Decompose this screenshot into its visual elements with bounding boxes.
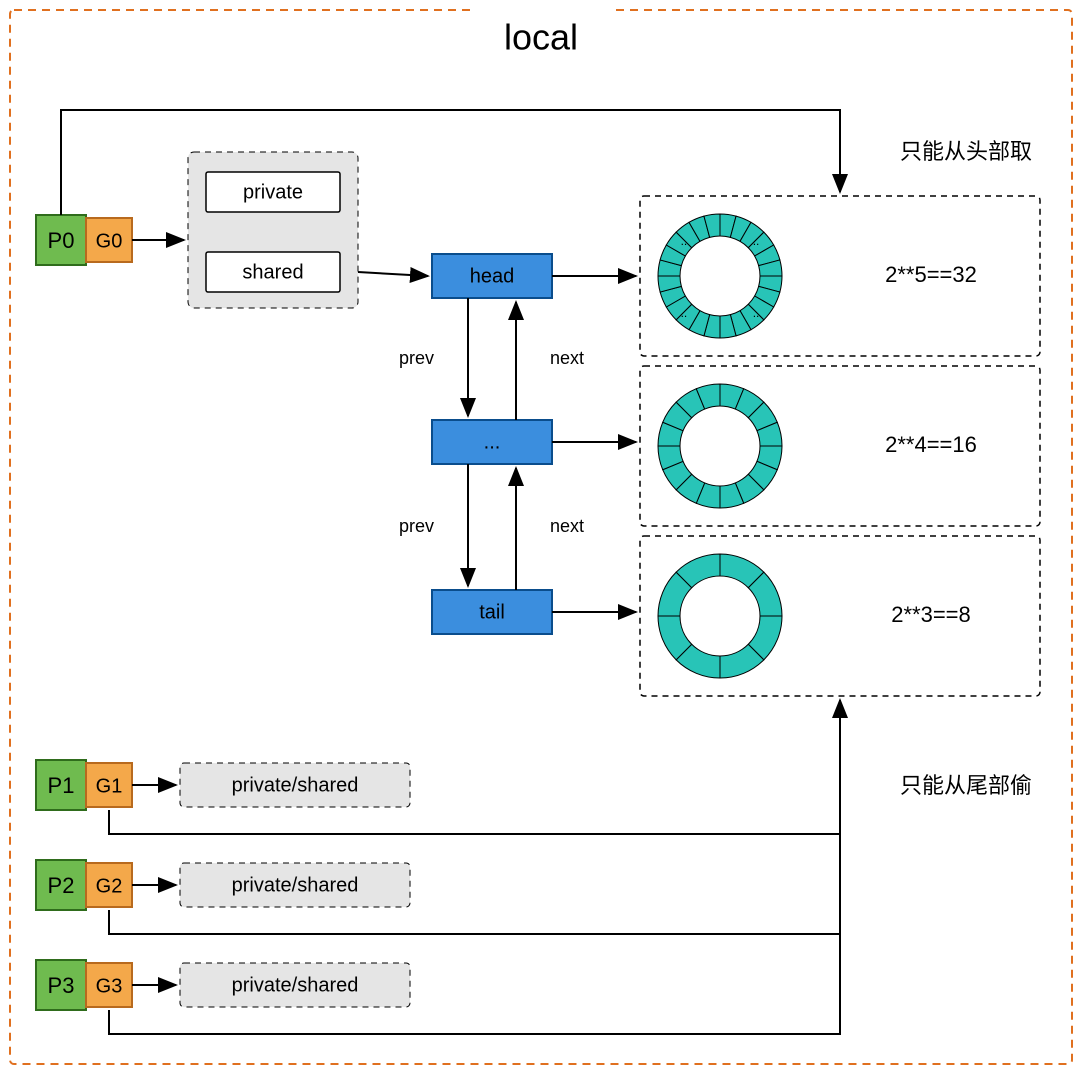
ring bbox=[658, 554, 782, 678]
arrow-head-access bbox=[61, 110, 840, 215]
label-prev: prev bbox=[399, 516, 434, 536]
ring-label: 2**5==32 bbox=[885, 262, 977, 287]
label-next: next bbox=[550, 516, 584, 536]
ring bbox=[658, 214, 782, 338]
ring-dots: .. bbox=[753, 234, 760, 248]
goroutine-label: G3 bbox=[96, 975, 123, 997]
ring bbox=[658, 384, 782, 508]
list-node-label: head bbox=[470, 265, 515, 287]
processor-label: P1 bbox=[48, 773, 75, 798]
ring-dots: .. bbox=[681, 306, 688, 320]
p0-inner-label: private bbox=[243, 181, 303, 203]
annotation-head: 只能从头部取 bbox=[900, 139, 1032, 164]
goroutine-label: G2 bbox=[96, 875, 123, 897]
label-next: next bbox=[550, 348, 584, 368]
ring-dots: .. bbox=[681, 234, 688, 248]
processor-label: P3 bbox=[48, 973, 75, 998]
cache-box-label: private/shared bbox=[232, 974, 359, 996]
title: local bbox=[504, 17, 578, 58]
ring-label: 2**4==16 bbox=[885, 432, 977, 457]
list-node-label: ... bbox=[484, 431, 501, 453]
ring-label: 2**3==8 bbox=[891, 602, 971, 627]
ring-dots: .. bbox=[753, 306, 760, 320]
goroutine-label: G1 bbox=[96, 775, 123, 797]
goroutine-label: G0 bbox=[96, 230, 123, 252]
cache-box-label: private/shared bbox=[232, 774, 359, 796]
cache-box-label: private/shared bbox=[232, 874, 359, 896]
arrow-shared-to-head bbox=[358, 272, 428, 276]
p0-inner-label: shared bbox=[242, 261, 303, 283]
list-node-label: tail bbox=[479, 601, 505, 623]
processor-label: P2 bbox=[48, 873, 75, 898]
annotation-tail: 只能从尾部偷 bbox=[900, 773, 1032, 798]
processor-label: P0 bbox=[48, 228, 75, 253]
label-prev: prev bbox=[399, 348, 434, 368]
